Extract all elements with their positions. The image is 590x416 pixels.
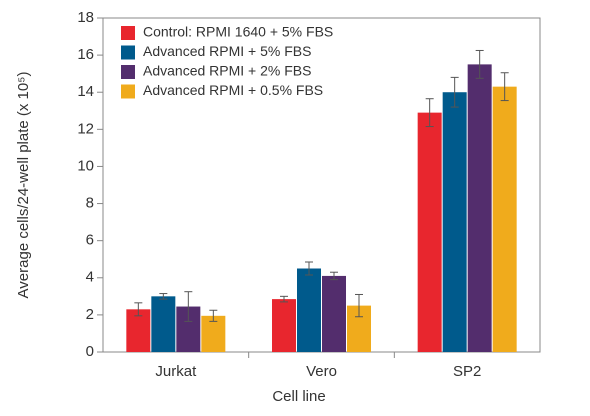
bar <box>272 299 296 352</box>
x-tick-label: Jurkat <box>155 363 197 380</box>
y-tick-label: 8 <box>86 195 94 212</box>
x-tick-label: SP2 <box>453 363 481 380</box>
error-bar <box>475 49 484 79</box>
y-axis-label: Average cells/24-well plate (x 10⁵) <box>15 72 32 299</box>
error-bar <box>280 295 288 303</box>
legend-label: Control: RPMI 1640 + 5% FBS <box>143 24 333 40</box>
error-bar <box>355 293 363 318</box>
bar <box>467 64 492 352</box>
bar <box>492 86 517 353</box>
y-tick-label: 16 <box>77 46 94 63</box>
legend-label: Advanced RPMI + 5% FBS <box>143 43 311 59</box>
error-bar <box>305 261 313 276</box>
legend-swatch <box>121 84 135 99</box>
bar <box>126 309 151 352</box>
legend-label: Advanced RPMI + 0.5% FBS <box>143 82 323 98</box>
y-tick-label: 4 <box>86 269 94 286</box>
plot-frame <box>102 17 541 353</box>
legend-swatch <box>121 45 135 60</box>
y-tick-label: 14 <box>77 83 94 100</box>
x-tick-label: Vero <box>306 363 337 380</box>
error-bar <box>500 72 509 102</box>
y-tick-label: 6 <box>86 232 94 249</box>
bar <box>322 275 346 352</box>
bar <box>417 112 442 352</box>
error-bar <box>209 309 218 322</box>
bar <box>297 268 321 352</box>
y-tick-label: 2 <box>86 306 94 323</box>
error-bar <box>184 291 193 322</box>
legend-swatch <box>121 65 135 79</box>
legend-label: Advanced RPMI + 2% FBS <box>143 63 311 79</box>
error-bar <box>134 302 143 317</box>
bar <box>442 92 467 352</box>
x-axis-label: Cell line <box>272 388 325 405</box>
y-tick-label: 10 <box>77 157 94 174</box>
error-bar <box>159 293 168 300</box>
bar <box>151 296 176 352</box>
y-tick-label: 18 <box>77 9 94 26</box>
error-bar <box>425 98 434 128</box>
y-tick-label: 0 <box>86 343 94 360</box>
error-bar <box>450 76 459 108</box>
y-tick-label: 12 <box>77 120 94 137</box>
error-bar <box>330 271 338 281</box>
legend-swatch <box>121 26 135 40</box>
